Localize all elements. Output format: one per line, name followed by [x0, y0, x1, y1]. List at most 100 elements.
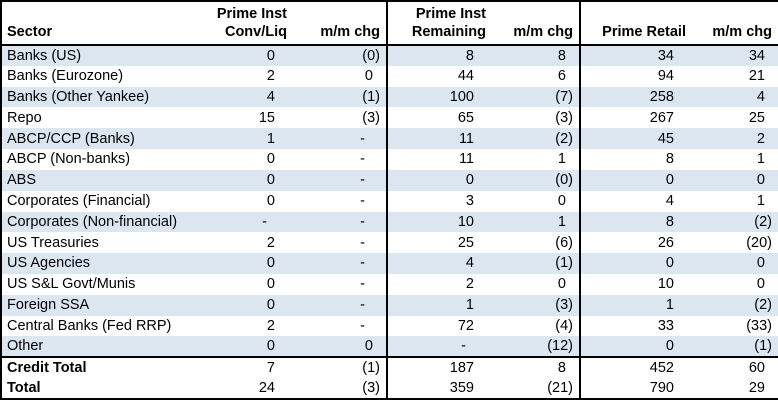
cell-mm-chg-1: -: [299, 211, 387, 233]
table-row: Total 24 (3) 359 (21) 790 29: [1, 378, 778, 399]
cell-prime-retail: 45: [579, 128, 698, 150]
cell-prime-inst-remaining: 359: [386, 378, 498, 399]
cell-prime-inst-remaining: 100: [386, 86, 498, 108]
cell-prime-inst-conv-liq: 2: [266, 234, 275, 251]
cell-mm-chg-2: (7): [498, 86, 580, 108]
table-row: Corporates (Non-financial) - - 10 1 8 (2…: [1, 211, 778, 233]
cell-mm-chg-1: -: [299, 128, 387, 150]
cell-prime-inst-remaining: 25: [386, 232, 498, 254]
cell-mm-chg-2: (2): [498, 128, 580, 150]
cell-mm-chg-3: (20): [746, 234, 772, 251]
table-row: US Agencies 0 - 4 (1) 0 0: [1, 253, 778, 274]
cell-prime-retail: 452: [579, 356, 698, 378]
cell-mm-chg-1: -: [360, 193, 365, 210]
cell-mm-chg-1: -: [360, 234, 365, 251]
cell-mm-chg-3: 0: [756, 276, 765, 293]
sector-cell: US Agencies: [1, 253, 206, 274]
cell-mm-chg-3: 4: [698, 86, 778, 108]
cell-prime-inst-remaining: 8: [386, 45, 498, 66]
cell-prime-inst-conv-liq: 0: [266, 276, 275, 293]
cell-mm-chg-1: 0: [364, 68, 373, 85]
cell-prime-retail: 94: [579, 65, 698, 87]
cell-mm-chg-3: 1: [756, 193, 765, 210]
cell-prime-retail: 1: [579, 294, 698, 316]
cell-mm-chg-3: 1: [756, 151, 765, 168]
cell-mm-chg-2: (4): [555, 317, 573, 334]
cell-mm-chg-1: -: [360, 151, 365, 168]
cell-prime-retail: 10: [579, 273, 698, 295]
table-row: ABCP/CCP (Banks) 1 - 11 (2) 45 2: [1, 128, 778, 150]
cell-prime-inst-conv-liq: 4: [206, 86, 299, 108]
cell-prime-inst-conv-liq: 0: [266, 151, 275, 168]
cell-mm-chg-2: 0: [557, 193, 566, 210]
sector-cell: Credit Total: [1, 356, 206, 378]
cell-mm-chg-3: 2: [698, 128, 778, 150]
col-header-prime-inst-conv-liq: Prime Inst Conv/Liq: [206, 1, 299, 46]
cell-mm-chg-3: (2): [698, 211, 778, 233]
table-row: ABS 0 - 0 (0) 0 0: [1, 169, 778, 191]
cell-mm-chg-3: 25: [748, 109, 765, 126]
col-header-prime-inst-remaining: Prime Inst Remaining: [386, 1, 498, 46]
cell-mm-chg-3: 21: [748, 68, 765, 85]
cell-mm-chg-3: 0: [698, 169, 778, 191]
sector-cell: US Treasuries: [7, 234, 99, 251]
cell-prime-retail: 258: [579, 86, 698, 108]
table-row: Corporates (Financial) 0 - 3 0 4 1: [1, 190, 778, 212]
sector-cell: Corporates (Non-financial): [1, 211, 206, 233]
cell-mm-chg-2: (21): [547, 379, 573, 396]
cell-mm-chg-2: 1: [498, 211, 580, 233]
table-row: US S&L Govt/Munis 0 - 2 0 10 0: [1, 273, 778, 295]
cell-prime-retail: 26: [579, 232, 698, 254]
sector-cell: Banks (Other Yankee): [1, 86, 206, 108]
cell-mm-chg-1: -: [299, 169, 387, 191]
sector-cell: US S&L Govt/Munis: [7, 276, 136, 293]
cell-prime-retail: 0: [579, 336, 698, 358]
sector-cell: ABCP/CCP (Banks): [1, 128, 206, 150]
cell-prime-inst-remaining: 0: [386, 169, 498, 191]
col-header-mm-chg-1: m/m chg: [299, 1, 387, 46]
header-line-2: Conv/Liq: [224, 23, 287, 40]
cell-prime-inst-conv-liq: 2: [266, 68, 275, 85]
cell-prime-inst-conv-liq: -: [206, 211, 299, 233]
col-header-mm-chg-3: m/m chg: [698, 1, 778, 46]
cell-prime-inst-conv-liq: 24: [258, 379, 275, 396]
cell-mm-chg-1: -: [360, 317, 365, 334]
sector-cell: Banks (Eurozone): [7, 68, 124, 85]
cell-mm-chg-2: (6): [555, 234, 573, 251]
header-line-1: Prime Inst: [415, 5, 486, 22]
cell-mm-chg-3: (33): [746, 317, 772, 334]
cell-mm-chg-3: 0: [698, 253, 778, 274]
table-row: Other 0 0 - (12) 0 (1): [1, 336, 778, 358]
cell-prime-retail: 790: [579, 378, 698, 399]
table-row: ABCP (Non-banks) 0 - 11 1 8 1: [1, 149, 778, 170]
col-header-mm-chg-2: m/m chg: [498, 1, 580, 46]
table-row: Banks (US) 0 (0) 8 8 34 34: [1, 45, 778, 66]
cell-mm-chg-1: (3): [362, 109, 380, 126]
cell-prime-inst-conv-liq: 0: [266, 193, 275, 210]
cell-mm-chg-2: 1: [557, 151, 566, 168]
cell-mm-chg-3: 34: [698, 45, 778, 66]
cell-prime-inst-conv-liq: 15: [258, 109, 275, 126]
cell-mm-chg-2: (12): [498, 336, 580, 358]
cell-prime-retail: 267: [579, 107, 698, 129]
cell-mm-chg-2: (3): [498, 294, 580, 316]
cell-mm-chg-1: (0): [299, 45, 387, 66]
cell-prime-retail: 33: [579, 315, 698, 337]
cell-mm-chg-2: 6: [557, 68, 566, 85]
cell-prime-inst-conv-liq: 0: [206, 169, 299, 191]
sector-cell: Repo: [7, 109, 42, 126]
header-line-1: Prime Inst: [216, 5, 287, 22]
cell-mm-chg-2: (1): [498, 253, 580, 274]
cell-prime-inst-remaining: 1: [386, 294, 498, 316]
cell-prime-retail: 4: [579, 190, 698, 212]
table-row: Foreign SSA 0 - 1 (3) 1 (2): [1, 294, 778, 316]
cell-prime-retail: 0: [579, 253, 698, 274]
cell-prime-inst-remaining: 65: [386, 107, 498, 129]
col-header-prime-retail: Prime Retail: [579, 1, 698, 46]
cell-mm-chg-3: (2): [698, 294, 778, 316]
cell-prime-inst-remaining: 187: [386, 356, 498, 378]
cell-mm-chg-1: (1): [299, 356, 387, 378]
cell-mm-chg-2: (0): [498, 169, 580, 191]
cell-mm-chg-2: 0: [557, 276, 566, 293]
cell-prime-inst-remaining: -: [386, 336, 498, 358]
